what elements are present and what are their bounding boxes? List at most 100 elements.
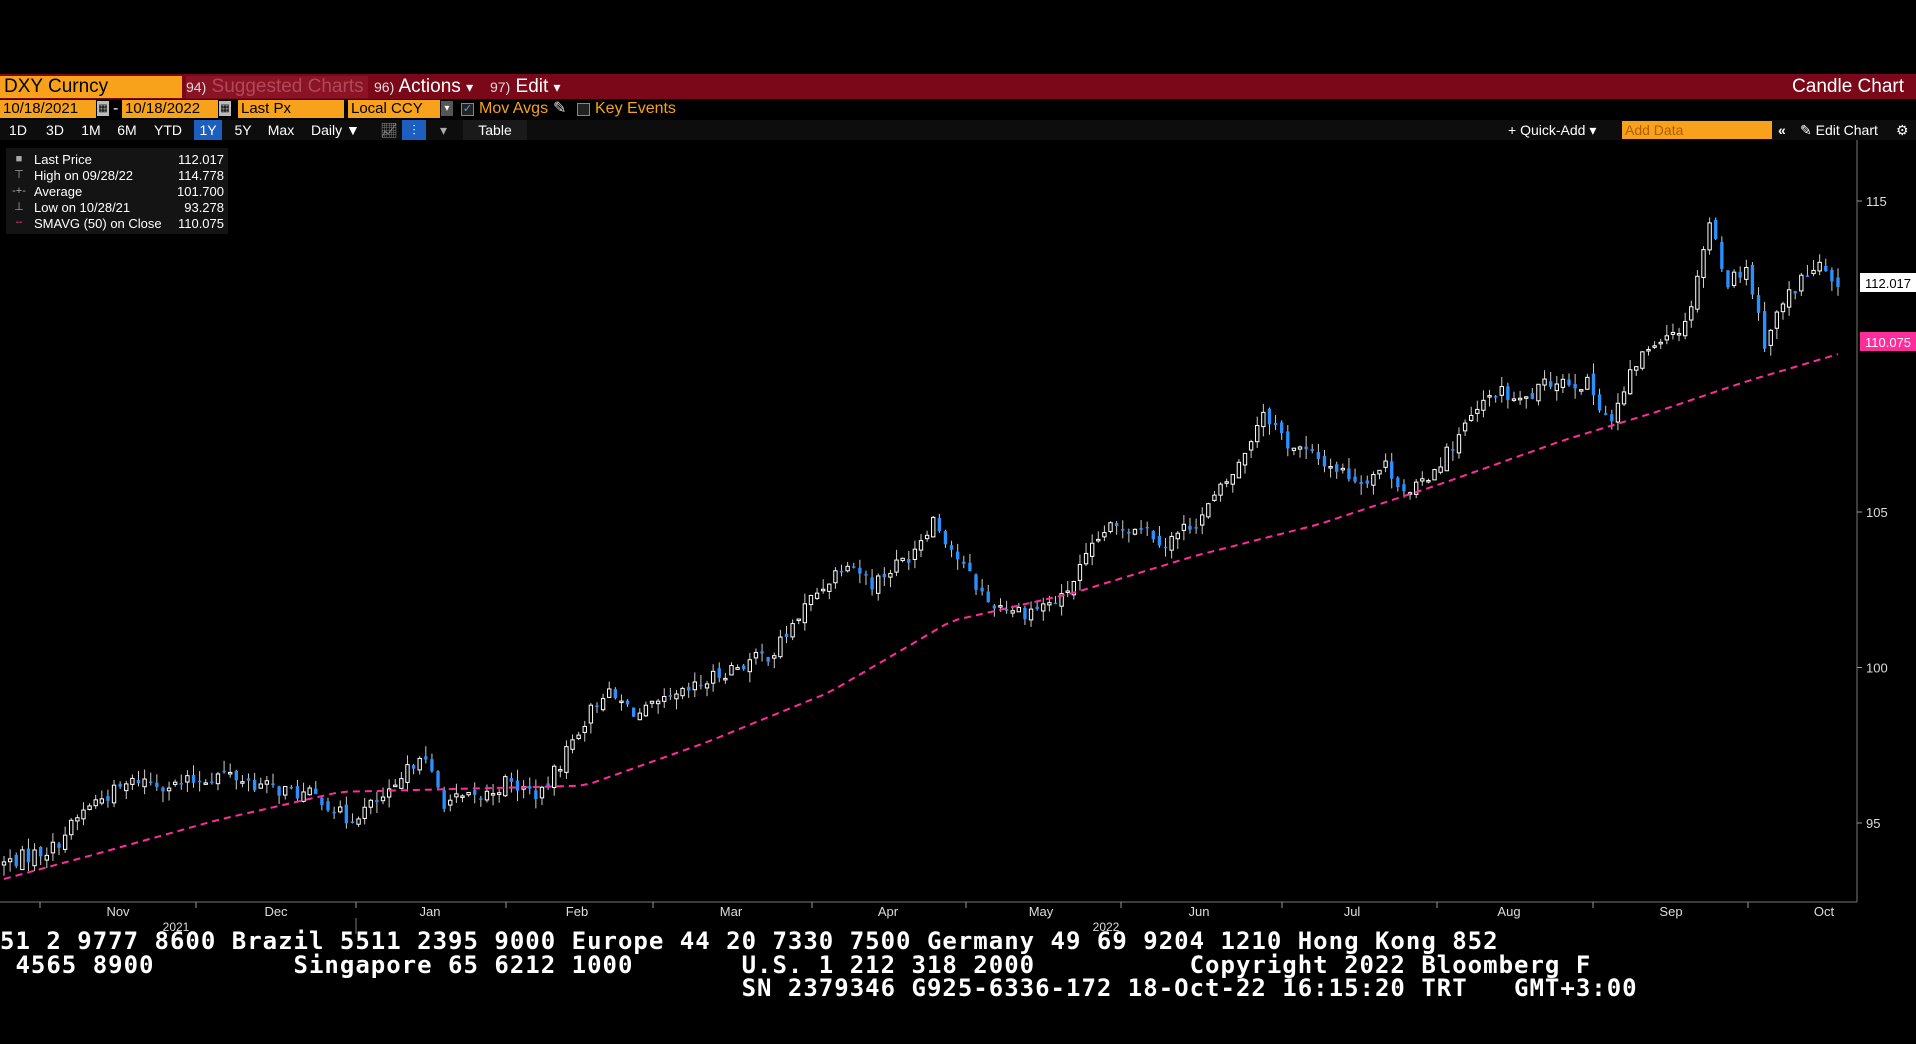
candle-up xyxy=(1689,306,1694,321)
mov-avgs-checkbox[interactable]: ✓ xyxy=(461,103,474,116)
edit-menu[interactable]: 97) Edit ▾ xyxy=(490,76,561,98)
chevron-down-icon[interactable]: ▾ xyxy=(440,122,448,138)
price-field-select[interactable]: Last Px xyxy=(238,100,344,118)
candle-up xyxy=(1511,398,1517,401)
candle-up xyxy=(1102,532,1107,538)
ticker-field[interactable]: DXY Curncy xyxy=(0,76,182,98)
currency-select[interactable]: Local CCY xyxy=(348,100,440,118)
range-button-1y[interactable]: 1Y xyxy=(194,120,222,140)
range-button-3d[interactable]: 3D xyxy=(46,122,64,138)
candle-down xyxy=(766,657,770,662)
candle-down xyxy=(1567,379,1571,386)
range-button-max[interactable]: Max xyxy=(267,122,295,138)
candle-down xyxy=(1053,602,1058,605)
line-chart-icon[interactable]: 📈︎ xyxy=(380,122,398,138)
candle-up xyxy=(93,799,98,807)
start-date-field[interactable]: 10/18/2021 xyxy=(0,100,96,118)
candle-up xyxy=(796,618,801,622)
calendar-icon[interactable]: ▦ xyxy=(97,101,109,116)
end-date-field[interactable]: 10/18/2022 xyxy=(122,100,218,118)
quick-add-button[interactable]: + Quick-Add ▾ xyxy=(1508,122,1597,138)
candle-up xyxy=(111,784,117,804)
candle-up xyxy=(1768,329,1773,346)
candle-down xyxy=(858,567,862,574)
candle-up xyxy=(448,799,453,806)
x-month-label: Apr xyxy=(878,904,899,919)
candle-up xyxy=(7,858,13,863)
candle-down xyxy=(1359,482,1363,485)
candle-down xyxy=(528,786,532,789)
candle-down xyxy=(1347,468,1351,480)
candle-up xyxy=(1462,422,1468,432)
candle-up xyxy=(570,739,575,750)
candle-down xyxy=(442,790,446,809)
candle-up xyxy=(1542,378,1547,386)
candle-down xyxy=(784,633,789,638)
chevron-down-icon[interactable]: ▾ xyxy=(441,101,453,116)
candle-chart[interactable]: 95 100 105 115 Nov Dec Jan Feb Mar Apr May Jun Jul A… xyxy=(0,140,1916,940)
candle-up xyxy=(723,677,728,681)
candle-up xyxy=(1340,467,1346,471)
candle-up xyxy=(283,786,288,796)
candle-up xyxy=(1579,389,1584,392)
candle-down xyxy=(1762,311,1767,349)
candle-down xyxy=(534,790,538,800)
sma-swatch-icon: ╌ xyxy=(15,217,23,229)
candle-up xyxy=(405,764,410,783)
range-button-1m[interactable]: 1M xyxy=(81,122,101,138)
range-button-6m[interactable]: 6M xyxy=(117,122,137,138)
frequency-select[interactable]: Daily ▼ xyxy=(311,122,360,138)
range-button-5y[interactable]: 5Y xyxy=(234,122,252,138)
calendar-icon[interactable]: ▦ xyxy=(219,101,231,116)
edit-chart-button[interactable]: ✎ Edit Chart xyxy=(1800,120,1878,140)
key-events-checkbox[interactable] xyxy=(577,103,590,116)
key-events-label: Key Events xyxy=(595,100,676,117)
candle-up xyxy=(1744,267,1749,280)
range-button-1d[interactable]: 1D xyxy=(9,122,27,138)
candle-up xyxy=(1817,261,1822,272)
candle-up xyxy=(1016,606,1021,613)
candle-down xyxy=(252,780,257,791)
candle-up xyxy=(808,594,814,606)
candle-down xyxy=(1756,295,1761,313)
collapse-icon[interactable]: « xyxy=(1778,122,1786,138)
candle-down xyxy=(1597,394,1602,411)
date-separator: - xyxy=(113,100,119,117)
candle-up xyxy=(692,681,697,691)
candle-down xyxy=(968,562,972,572)
candle-down xyxy=(760,651,764,654)
candle-up xyxy=(1108,522,1113,533)
candle-up xyxy=(307,787,312,796)
candle-up xyxy=(172,781,178,785)
gear-icon[interactable]: ⚙ xyxy=(1896,122,1909,138)
candle-up xyxy=(1132,528,1138,535)
x-month-label: Jan xyxy=(420,904,441,919)
range-button-ytd[interactable]: YTD xyxy=(154,122,182,138)
candle-up xyxy=(490,793,496,796)
last-price-tag: 112.017 xyxy=(1860,273,1916,292)
legend-value: 112.017 xyxy=(177,152,224,167)
candle-up xyxy=(1786,289,1792,308)
candle-down xyxy=(26,848,31,863)
candle-up xyxy=(1774,311,1780,329)
suggested-charts-menu[interactable]: 94) Suggested Charts xyxy=(186,76,368,98)
legend-value: 93.278 xyxy=(184,200,224,215)
y-tick-label: 95 xyxy=(1866,816,1880,831)
last-price-label: 112.017 xyxy=(1865,276,1911,291)
candle-up xyxy=(503,776,508,797)
candle-down xyxy=(1151,530,1155,540)
candle-down xyxy=(1591,373,1596,396)
candle-up xyxy=(918,540,924,551)
add-data-input[interactable]: Add Data xyxy=(1622,121,1772,139)
candle-chart-icon[interactable]: ⫶ xyxy=(402,120,426,140)
candle-up xyxy=(753,651,759,659)
candle-up xyxy=(417,757,422,771)
candle-up xyxy=(649,700,655,704)
candle-up xyxy=(258,783,263,789)
candle-down xyxy=(631,707,636,717)
pencil-icon[interactable]: ✎ xyxy=(553,100,567,117)
chevron-down-icon: ▾ xyxy=(466,79,474,95)
table-button[interactable]: Table xyxy=(463,120,527,140)
edit-chart-label: Edit Chart xyxy=(1815,122,1878,138)
actions-menu[interactable]: 96) Actions ▾ xyxy=(374,76,473,98)
